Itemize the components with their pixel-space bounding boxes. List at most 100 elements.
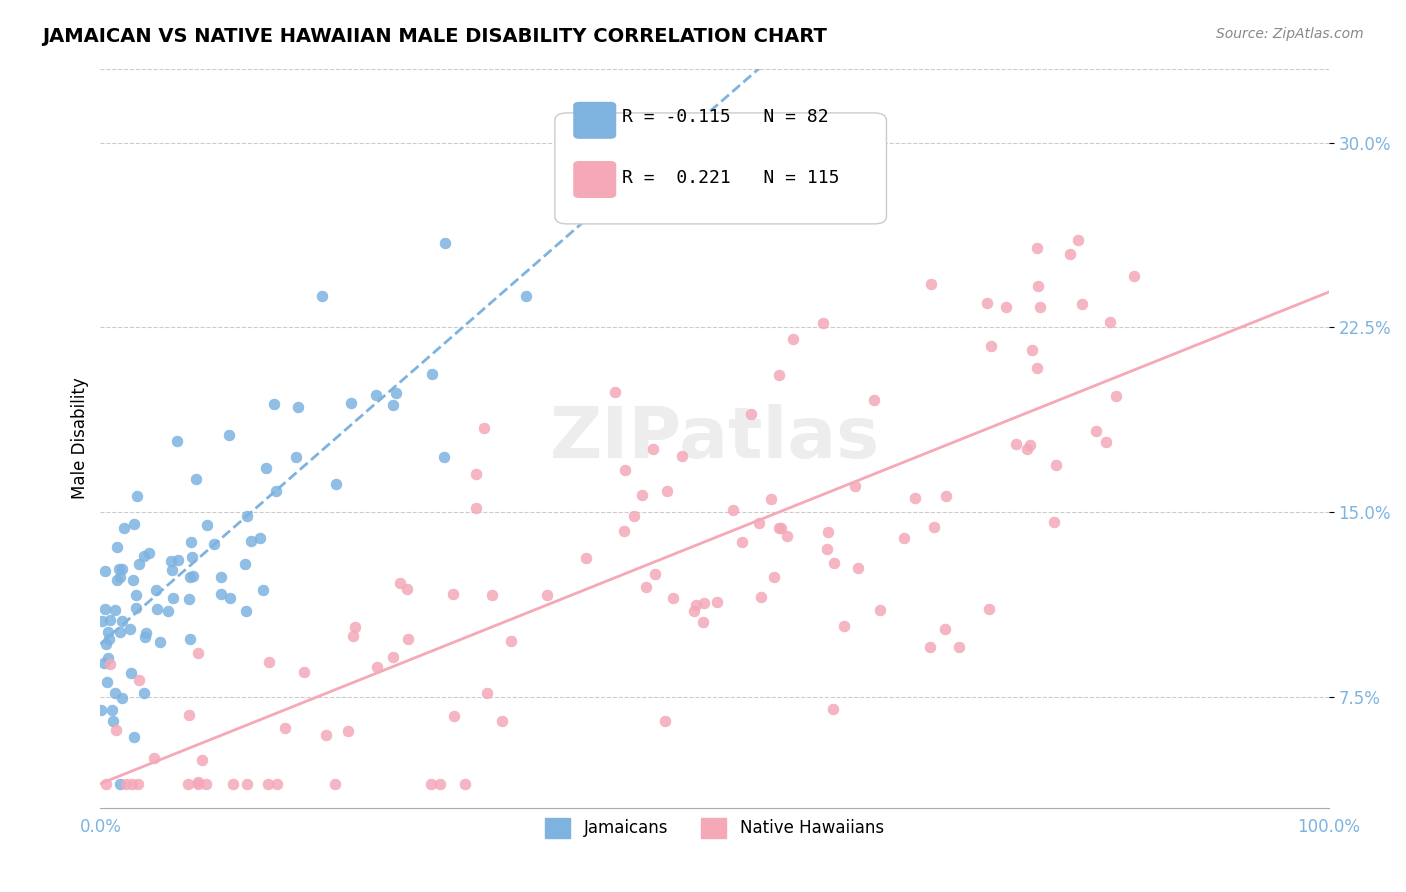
Point <box>662 591 685 605</box>
Point <box>94 777 117 791</box>
Point <box>323 777 346 791</box>
Point <box>844 479 866 493</box>
Point <box>1005 437 1028 451</box>
Text: ZIPatlas: ZIPatlas <box>550 404 880 473</box>
Point <box>693 596 716 610</box>
Point <box>122 731 145 745</box>
Point <box>240 534 263 549</box>
Point <box>111 615 134 629</box>
Point <box>121 777 143 791</box>
Point <box>823 702 845 716</box>
Point <box>166 434 188 449</box>
Point <box>179 708 201 723</box>
Point <box>443 709 465 723</box>
Point <box>235 777 257 791</box>
Point <box>90 703 112 717</box>
Point <box>110 569 132 583</box>
Point <box>759 492 782 507</box>
Point <box>832 619 855 633</box>
Point <box>120 666 142 681</box>
Text: Source: ZipAtlas.com: Source: ZipAtlas.com <box>1216 27 1364 41</box>
Point <box>98 657 121 671</box>
Point <box>132 549 155 563</box>
Point <box>112 521 135 535</box>
Y-axis label: Male Disability: Male Disability <box>72 377 89 500</box>
Point <box>465 500 488 515</box>
Point <box>96 637 118 651</box>
Point <box>186 472 208 486</box>
Point <box>125 600 148 615</box>
Point <box>183 568 205 582</box>
Point <box>846 560 869 574</box>
Point <box>655 484 678 499</box>
Point <box>1015 442 1038 456</box>
Point <box>1067 233 1090 247</box>
Point <box>105 573 128 587</box>
Point <box>1098 314 1121 328</box>
Point <box>337 723 360 738</box>
Point <box>111 690 134 705</box>
Point <box>249 531 271 545</box>
Point <box>977 602 1000 616</box>
Point <box>682 604 704 618</box>
Point <box>634 580 657 594</box>
Point <box>1105 389 1128 403</box>
Point <box>96 675 118 690</box>
Point <box>420 367 443 381</box>
Point <box>162 563 184 577</box>
Text: R =  0.221   N = 115: R = 0.221 N = 115 <box>623 169 839 187</box>
Point <box>98 632 121 646</box>
Point <box>97 651 120 665</box>
Point <box>1026 241 1049 255</box>
Point <box>93 656 115 670</box>
Point <box>125 588 148 602</box>
Point <box>108 777 131 791</box>
Point <box>723 503 745 517</box>
Point <box>499 634 522 648</box>
Point <box>1045 458 1067 472</box>
Point <box>692 615 714 629</box>
Point <box>749 590 772 604</box>
Point <box>156 604 179 618</box>
Point <box>472 420 495 434</box>
Point <box>138 546 160 560</box>
Point <box>614 463 637 477</box>
Point <box>162 591 184 606</box>
Point <box>395 582 418 596</box>
Point <box>948 640 970 655</box>
Point <box>177 592 200 607</box>
Point <box>257 777 280 791</box>
Point <box>187 646 209 660</box>
Point <box>823 556 845 570</box>
Point <box>420 777 443 791</box>
Point <box>740 408 762 422</box>
Point <box>149 634 172 648</box>
Point <box>118 622 141 636</box>
Point <box>191 753 214 767</box>
Point <box>167 553 190 567</box>
Point <box>315 728 337 742</box>
Point <box>145 582 167 597</box>
Point <box>254 460 277 475</box>
Point <box>644 566 666 581</box>
Point <box>920 640 942 654</box>
Point <box>187 774 209 789</box>
Point <box>763 570 786 584</box>
Point <box>536 588 558 602</box>
Point <box>1043 515 1066 529</box>
Point <box>107 562 129 576</box>
Point <box>934 623 956 637</box>
Point <box>1029 300 1052 314</box>
Point <box>994 300 1017 314</box>
Point <box>935 489 957 503</box>
Point <box>464 467 486 482</box>
Point <box>671 449 693 463</box>
Point <box>454 777 477 791</box>
Point <box>101 714 124 728</box>
Point <box>104 686 127 700</box>
Point <box>127 777 149 791</box>
Point <box>292 665 315 680</box>
Point <box>202 537 225 551</box>
Point <box>187 777 209 791</box>
Point <box>613 524 636 538</box>
